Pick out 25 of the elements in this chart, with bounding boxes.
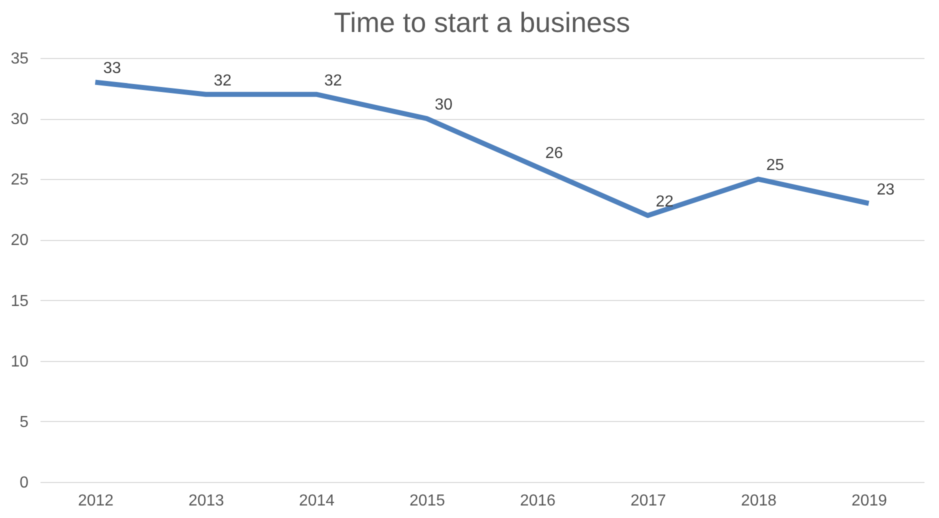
chart-title: Time to start a business [334, 7, 630, 38]
x-tick-label: 2018 [740, 492, 777, 510]
x-tick-label: 2019 [851, 492, 888, 510]
y-tick-label: 30 [10, 111, 29, 128]
y-tick-label: 5 [20, 414, 29, 431]
x-tick-label: 2017 [630, 492, 666, 510]
data-label: 32 [324, 72, 342, 90]
data-label: 23 [876, 181, 895, 198]
y-tick-label: 25 [10, 172, 29, 189]
data-label: 25 [766, 157, 784, 174]
x-tick-label: 2012 [78, 492, 114, 510]
data-label: 33 [103, 60, 122, 78]
y-tick-label: 0 [20, 474, 29, 492]
y-tick-label: 20 [10, 232, 29, 250]
data-label: 22 [656, 193, 674, 210]
x-tick-label: 2015 [409, 492, 446, 510]
y-tick-label: 35 [10, 50, 29, 68]
x-tick-label: 2016 [520, 492, 556, 510]
data-label: 32 [214, 72, 232, 90]
data-label: 30 [434, 96, 453, 114]
x-tick-label: 2013 [188, 492, 224, 510]
y-tick-label: 15 [10, 292, 29, 310]
data-label: 26 [545, 145, 564, 162]
y-tick-label: 10 [10, 353, 29, 370]
x-tick-label: 2014 [298, 492, 335, 510]
